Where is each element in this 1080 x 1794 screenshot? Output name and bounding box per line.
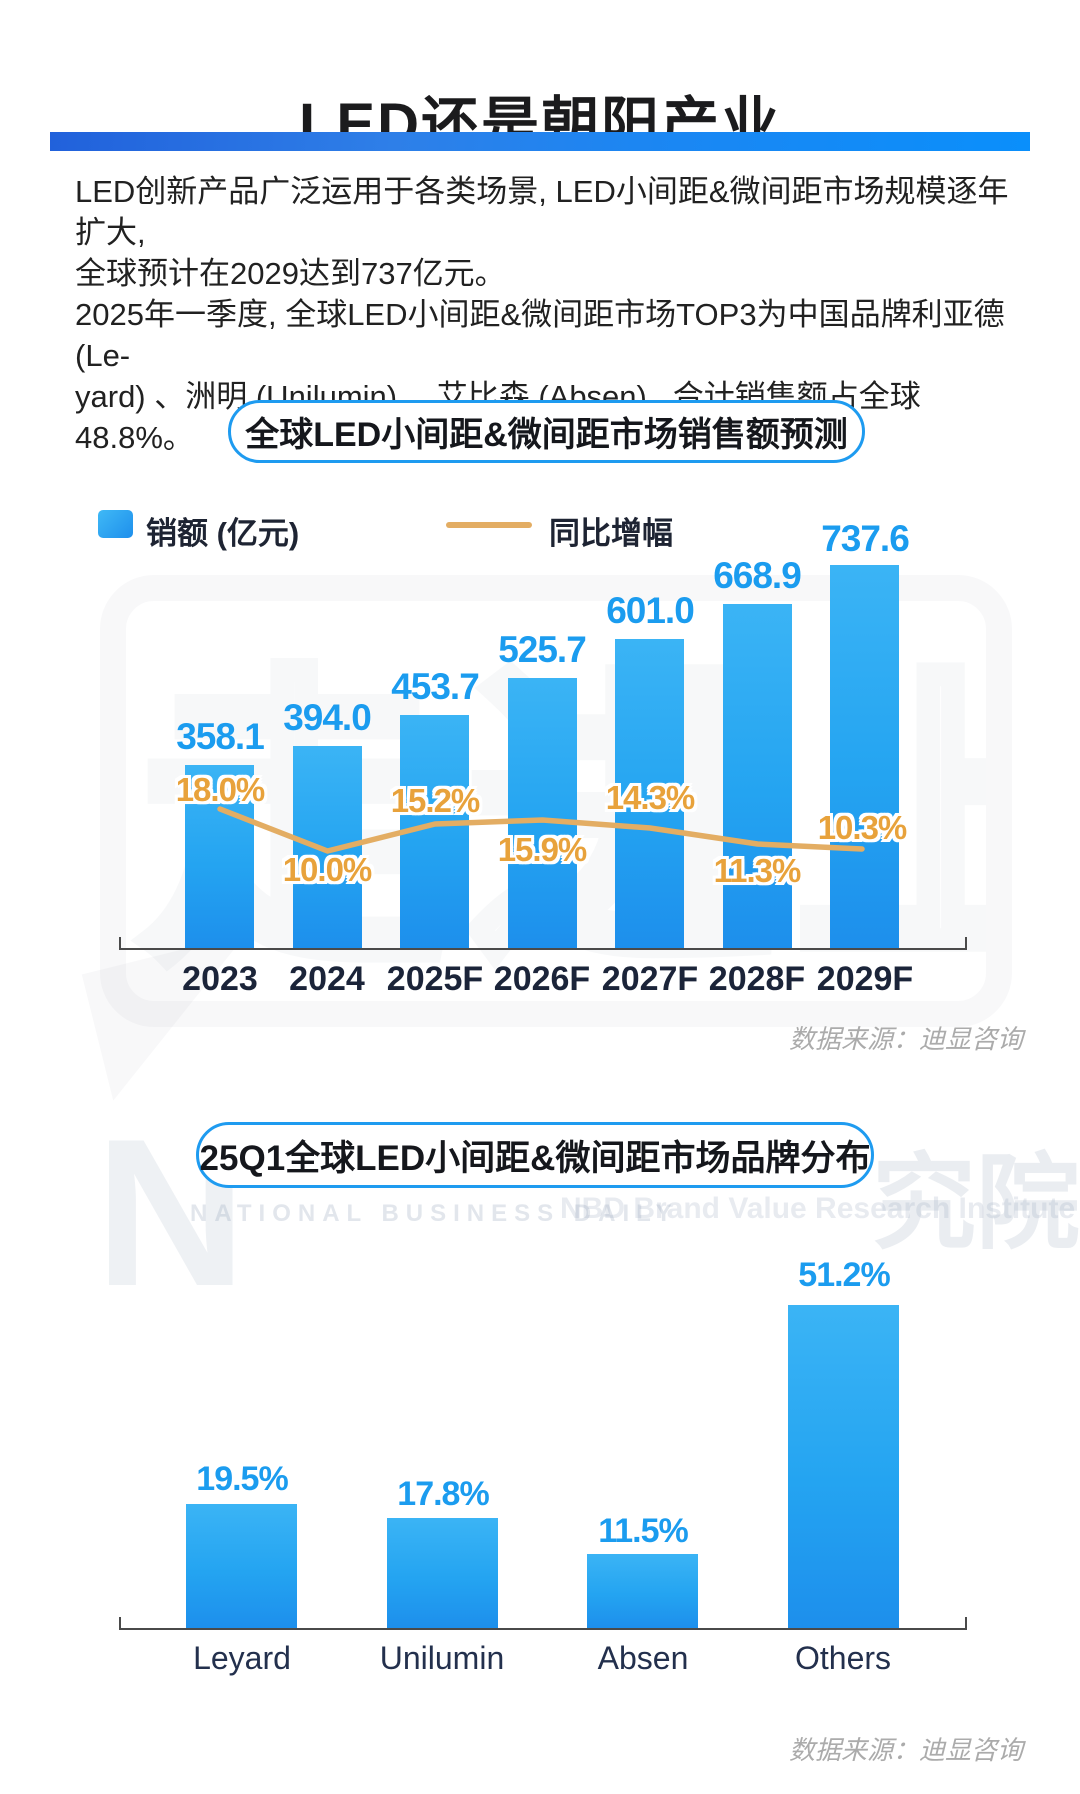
chart1-value-label: 668.9	[713, 555, 802, 596]
chart1-growth-label: 18.0%	[175, 771, 266, 808]
chart2-bar-unilumin	[387, 1518, 498, 1628]
chart2-x-axis	[119, 1628, 967, 1630]
chart1-x-label: 2029F	[816, 960, 914, 998]
watermark-bubble-tail	[81, 933, 279, 1101]
chart1-value-label: 358.1	[176, 716, 265, 757]
chart1-growth-label: 10.3%	[817, 809, 908, 846]
watermark-institute-cn: 究院	[872, 1146, 1080, 1262]
chart2-axis-tick-right	[965, 1617, 967, 1629]
chart2-title-pill: 25Q1全球LED小间距&微间距市场品牌分布	[196, 1122, 874, 1188]
chart1-value-label: 737.6	[821, 518, 910, 559]
chart1-source: 数据来源：迪显咨询	[788, 1024, 1023, 1054]
chart2-source: 数据来源：迪显咨询	[788, 1735, 1023, 1765]
sales-legend-label: 销额 (亿元)	[146, 516, 300, 551]
chart2-bar-leyard	[186, 1504, 297, 1628]
chart2-x-label: Absen	[597, 1640, 689, 1676]
intro-line: 全球预计在2029达到737亿元。	[75, 256, 506, 291]
growth-legend-label: 同比增幅	[549, 516, 673, 551]
intro-line: yard) 、洲明 (Unilumin) 、艾比森 (Absen) , 合计销售…	[75, 379, 921, 455]
sales-legend-swatch-icon	[98, 510, 133, 538]
chart1-value-label: 453.7	[391, 666, 480, 707]
chart1-x-label: 2025F	[386, 960, 484, 998]
chart2-share-label: 11.5%	[598, 1512, 689, 1550]
watermark-institute-en: NBD Brand Value Research Institute	[560, 1192, 1076, 1225]
chart1-value-label: 601.0	[606, 590, 695, 631]
chart1-growth-label: 10.0%	[282, 851, 373, 888]
chart1-growth-label: 15.9%	[497, 831, 588, 868]
chart1-bar-2029f	[830, 565, 899, 948]
title-accent-bar	[50, 132, 1030, 151]
chart2-share-label: 51.2%	[798, 1256, 890, 1294]
chart1-bar-2025f	[400, 715, 469, 948]
chart2-share-label: 19.5%	[196, 1460, 288, 1498]
intro-line: 2025年一季度, 全球LED小间距&微间距市场TOP3为中国品牌利亚德 (Le…	[75, 297, 1005, 373]
chart1-value-label: 525.7	[498, 629, 587, 670]
chart1-value-label: 394.0	[283, 697, 372, 738]
intro-paragraph: LED创新产品广泛运用于各类场景, LED小间距&微间距市场规模逐年扩大, 全球…	[75, 171, 1015, 458]
chart1-growth-label: 11.3%	[713, 852, 802, 889]
chart1-axis-tick-left	[119, 937, 121, 949]
chart2-x-label: Leyard	[193, 1640, 291, 1676]
chart1-bar-2023	[185, 765, 254, 948]
chart2-bar-absen	[587, 1554, 698, 1628]
chart1-bar-2028f	[723, 604, 792, 948]
chart1-x-axis	[119, 948, 967, 950]
chart1-growth-label: 15.2%	[390, 782, 481, 819]
chart2-x-label: Unilumin	[379, 1640, 505, 1676]
chart1-axis-tick-right	[965, 937, 967, 949]
chart1-x-label: 2024	[289, 960, 365, 998]
chart1-growth-label: 14.3%	[605, 779, 696, 816]
chart1-bar-2024	[293, 746, 362, 948]
chart2-share-label: 17.8%	[397, 1475, 489, 1513]
watermark-national-business-daily: NATIONAL BUSINESS DAILY	[190, 1200, 679, 1227]
chart2-axis-tick-left	[119, 1617, 121, 1629]
chart1-x-label: 2027F	[601, 960, 699, 998]
chart2-bar-others	[788, 1305, 899, 1628]
chart1-title-pill: 全球LED小间距&微间距市场销售额预测	[228, 400, 865, 463]
chart2-x-label: Others	[794, 1640, 892, 1676]
intro-line: LED创新产品广泛运用于各类场景, LED小间距&微间距市场规模逐年扩大,	[75, 174, 1009, 250]
chart1-x-label: 2026F	[493, 960, 591, 998]
growth-legend-line-icon	[446, 522, 532, 528]
chart1-x-label: 2023	[182, 960, 258, 998]
chart1-bar-2027f	[615, 639, 684, 948]
chart1-bar-2026f	[508, 678, 577, 948]
chart1-x-label: 2028F	[708, 960, 806, 998]
